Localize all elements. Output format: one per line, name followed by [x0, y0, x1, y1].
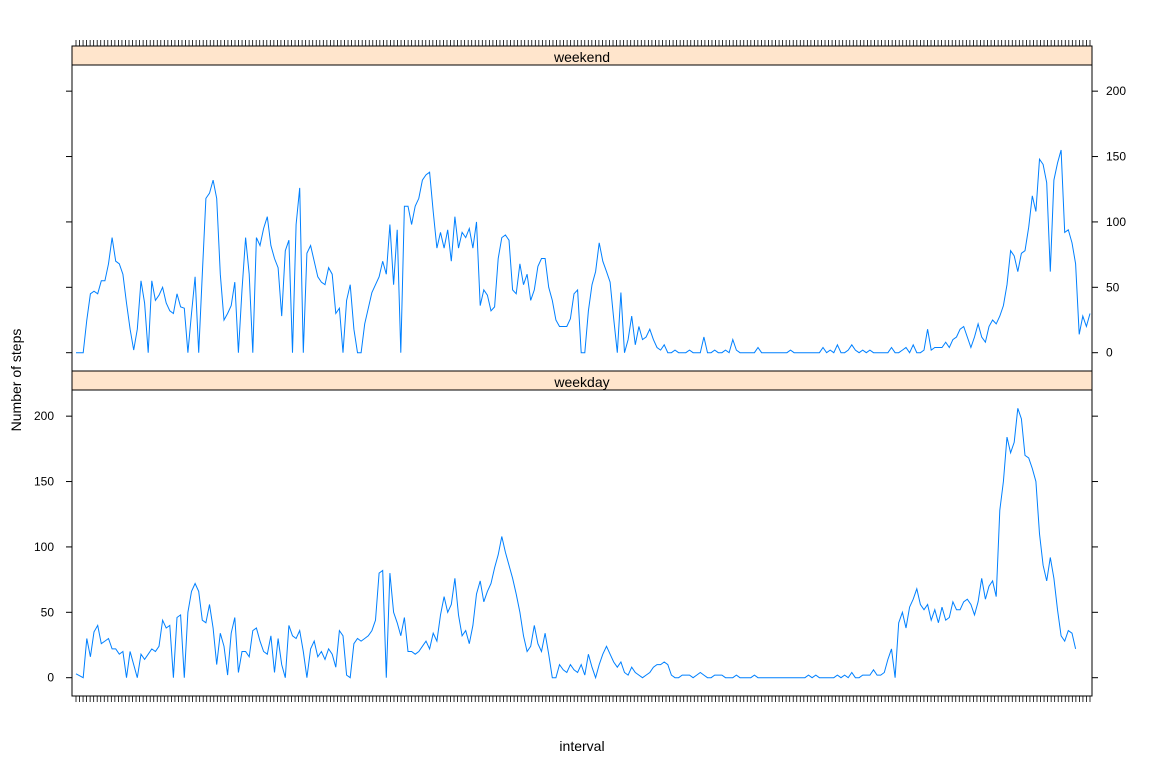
y-tick-label: 150 — [1106, 150, 1126, 164]
y-axis-label: Number of steps — [8, 329, 24, 432]
panel-frame-weekend — [71, 64, 1093, 372]
y-tick-label: 200 — [34, 409, 54, 423]
x-axis-label: interval — [559, 738, 604, 754]
y-tick-label: 50 — [41, 605, 55, 619]
panel-weekday: weekday 0 50 100 150 200 — [34, 370, 1098, 697]
series-line-weekend — [76, 149, 1091, 354]
bottom-x-ticks — [75, 696, 1091, 702]
panel-frame-weekday — [71, 389, 1093, 697]
top-x-ticks — [75, 40, 1091, 46]
y-tick-label: 100 — [1106, 215, 1126, 229]
strip-label-weekend: weekend — [553, 49, 610, 65]
y-tick-label: 100 — [34, 540, 54, 554]
y-tick-label: 200 — [1106, 84, 1126, 98]
y-tick-label: 0 — [1106, 346, 1113, 360]
y-tick-label: 50 — [1106, 280, 1120, 294]
strip-label-weekday: weekday — [553, 374, 609, 390]
y-tick-label: 150 — [34, 475, 54, 489]
y-ticks-weekday: 0 50 100 150 200 — [34, 409, 1098, 685]
y-tick-label: 0 — [47, 671, 54, 685]
series-line-weekday — [75, 408, 1077, 680]
panel-weekend: weekend 0 50 100 150 200 — [66, 45, 1126, 372]
y-ticks-weekend: 0 50 100 150 200 — [66, 84, 1126, 360]
